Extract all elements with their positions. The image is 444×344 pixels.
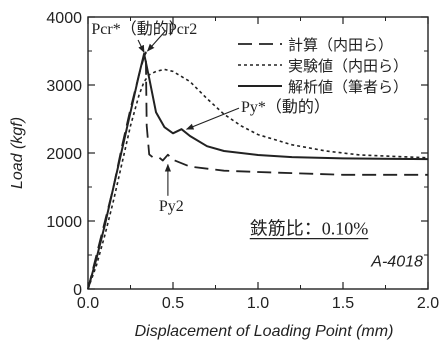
x-axis-label: Displacement of Loading Point (mm) bbox=[135, 323, 394, 340]
series-line-long-dash bbox=[87, 51, 428, 290]
annotation-label: Py2 bbox=[159, 198, 184, 215]
legend-label: 計算（内田ら） bbox=[288, 36, 393, 54]
x-tick-label: 1.5 bbox=[332, 295, 354, 312]
annotation-label: 鉄筋比：0.10% bbox=[250, 219, 369, 239]
x-tick-label: 0.0 bbox=[77, 295, 99, 312]
y-tick-label: 4000 bbox=[46, 10, 82, 27]
annotation-arrow bbox=[185, 107, 240, 130]
y-tick-label: 1000 bbox=[46, 214, 82, 231]
y-tick-label: 2000 bbox=[46, 146, 82, 163]
y-tick-label: 0 bbox=[73, 282, 82, 299]
annotation-label: Pcr2 bbox=[168, 21, 197, 38]
annotation-arrow bbox=[137, 39, 145, 54]
annotation-arrow bbox=[146, 29, 167, 52]
x-tick-label: 1.0 bbox=[247, 295, 269, 312]
legend-label: 実験値（内田ら） bbox=[288, 58, 408, 75]
y-tick-label: 3000 bbox=[46, 78, 82, 95]
x-tick-label: 0.5 bbox=[162, 295, 184, 312]
x-tick-label: 2.0 bbox=[417, 295, 439, 312]
plot-frame bbox=[87, 16, 429, 290]
y-axis-label: Load (kgf) bbox=[9, 117, 26, 189]
annotation-label: Pcr*（動的） bbox=[91, 20, 184, 38]
series-line-solid bbox=[87, 52, 429, 290]
series-line-dotted bbox=[87, 68, 429, 290]
annotation-label: Py*（動的） bbox=[241, 98, 330, 116]
legend-label: 解析値（筆者ら） bbox=[288, 79, 408, 96]
annotation-label: A-4018 bbox=[370, 254, 423, 271]
